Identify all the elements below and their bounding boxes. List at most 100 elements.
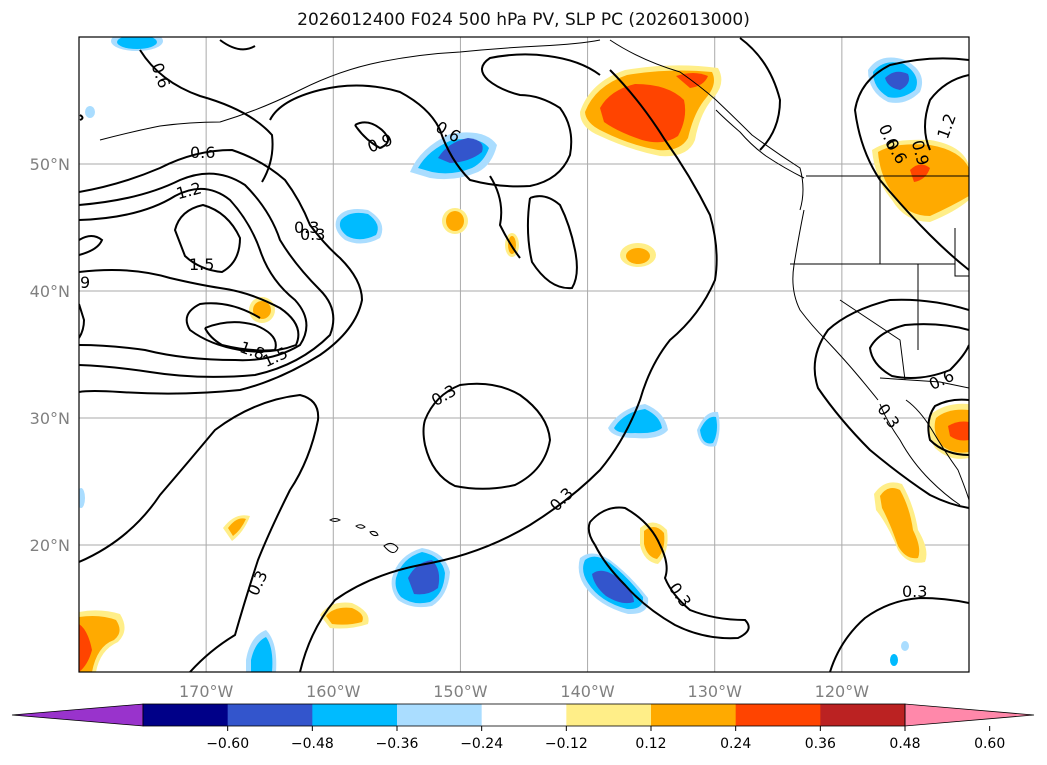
pv-pos-patch xyxy=(446,211,464,231)
contour-line xyxy=(79,303,86,339)
contour-line xyxy=(868,323,969,379)
contour-line xyxy=(924,74,969,151)
colorbar-bin xyxy=(735,704,821,726)
chart-title: 2026012400 F024 500 hPa PV, SLP PC (2026… xyxy=(297,10,750,30)
map-background xyxy=(79,37,969,672)
pv-neg-patch xyxy=(614,409,662,434)
contour-line xyxy=(739,37,782,151)
lon-label: 140°W xyxy=(560,682,615,701)
pv-neg-patch xyxy=(885,71,909,90)
colorbar-tick-label: 0.36 xyxy=(805,736,836,752)
colorbar-bin xyxy=(481,704,567,726)
contour-line xyxy=(79,188,308,362)
colorbar-bin xyxy=(227,704,313,726)
lon-label: 120°W xyxy=(815,682,870,701)
alaska-coast xyxy=(609,39,804,211)
lon-label: 160°W xyxy=(306,682,361,701)
lat-label: 20°N xyxy=(30,536,70,555)
contour-line xyxy=(587,506,750,640)
pv-neg-patch xyxy=(117,37,157,49)
pv-neg-patch xyxy=(79,488,85,508)
colorbar-extend-low xyxy=(11,703,144,727)
contour-line xyxy=(79,393,320,672)
colorbar-tick-label: −0.24 xyxy=(460,736,503,752)
pv-pos-patch xyxy=(948,421,969,441)
contour-line xyxy=(79,235,104,256)
contour-label: 0.3 xyxy=(902,582,927,601)
alaska-coast xyxy=(99,39,601,141)
pv-neg-patch xyxy=(85,106,95,118)
pv-pos-patch xyxy=(644,526,665,559)
lat-label: 50°N xyxy=(30,155,70,174)
colorbar-tick-label: −0.60 xyxy=(206,736,249,752)
contour-line xyxy=(79,269,300,353)
colorbar-frame xyxy=(142,703,906,727)
us-mexico-border xyxy=(879,377,969,389)
pv-shading xyxy=(79,37,969,672)
lat-label: 30°N xyxy=(30,409,70,428)
pv-pos-patch xyxy=(626,248,650,264)
contour-label: 9 xyxy=(80,273,90,292)
baja-coast xyxy=(879,403,961,506)
contour-label: 1.5 xyxy=(189,255,214,274)
contour-line xyxy=(79,114,84,121)
contour-line xyxy=(813,298,969,509)
lon-label: 150°W xyxy=(433,682,488,701)
map-plot-area: 0.6 0.9 0.6 0.6 1.2 0.3 1.5 9 1.8 1.5 0.… xyxy=(78,36,970,673)
contour-line xyxy=(299,69,718,672)
coastlines xyxy=(99,39,969,553)
pv-pos-patch xyxy=(228,518,246,536)
pv-pos-patch xyxy=(878,144,969,216)
colorbar-bin xyxy=(143,704,229,726)
pv-neg-patch xyxy=(592,570,634,604)
lon-label: 130°W xyxy=(688,682,743,701)
contour-line xyxy=(79,148,364,395)
contour-label: 0.6 xyxy=(190,143,215,162)
pv-neg-patch xyxy=(408,560,440,595)
colorbar-tick-label: 0.48 xyxy=(889,736,920,752)
colorbar-bin xyxy=(397,704,483,726)
pv-neg-patch xyxy=(438,138,483,163)
colorbar-bin xyxy=(312,704,398,726)
hawaii-island xyxy=(329,518,341,522)
contour-line xyxy=(526,195,578,290)
contour-line xyxy=(489,175,521,259)
colorbar-tick-label: 0.60 xyxy=(974,736,1005,752)
contour-line xyxy=(219,39,256,51)
contour-line xyxy=(422,382,552,490)
colorbar-bin xyxy=(566,704,652,726)
axis-labels: 170°W 160°W 150°W 140°W 130°W 120°W 20°N 30°N 40… xyxy=(30,155,870,701)
pv-pos-patch xyxy=(600,84,686,143)
colorbar-tick-label: −0.48 xyxy=(291,736,334,752)
hawaii-island xyxy=(383,542,399,553)
contour-line xyxy=(853,57,969,271)
contour-line xyxy=(269,53,601,188)
state-border xyxy=(954,228,969,277)
hawaii-island xyxy=(355,524,366,529)
pv-pos-patch xyxy=(79,624,92,672)
pv-pos-patch xyxy=(910,164,930,182)
colorbar-bin xyxy=(820,704,906,726)
colorbar-tick-label: 0.12 xyxy=(635,736,666,752)
contour-line xyxy=(204,321,277,352)
us-west-coast xyxy=(792,209,879,401)
pv-neg-patch xyxy=(339,212,378,240)
map-frame xyxy=(78,36,970,673)
contours xyxy=(79,37,969,672)
pv-pos-patch xyxy=(253,301,271,319)
colorbar-tick-label: −0.36 xyxy=(376,736,419,752)
lon-label: 170°W xyxy=(179,682,234,701)
colorbar: −0.60 −0.48 −0.36 −0.24 −0.12 0.12 0.24 0.36 0.4… xyxy=(11,703,1035,752)
contour-line xyxy=(354,121,389,150)
contour-label: 0.3 xyxy=(300,225,325,244)
contour-label: 0.3 xyxy=(294,218,319,237)
contour-line xyxy=(139,49,274,183)
colorbar-tick-label: 0.24 xyxy=(720,736,751,752)
pv-neg-patch xyxy=(901,641,909,651)
pv-neg-patch xyxy=(251,637,273,672)
contour-line xyxy=(173,203,242,274)
colorbar-extend-high xyxy=(904,703,1035,727)
lat-label: 40°N xyxy=(30,282,70,301)
colorbar-tick-label: −0.12 xyxy=(545,736,588,752)
